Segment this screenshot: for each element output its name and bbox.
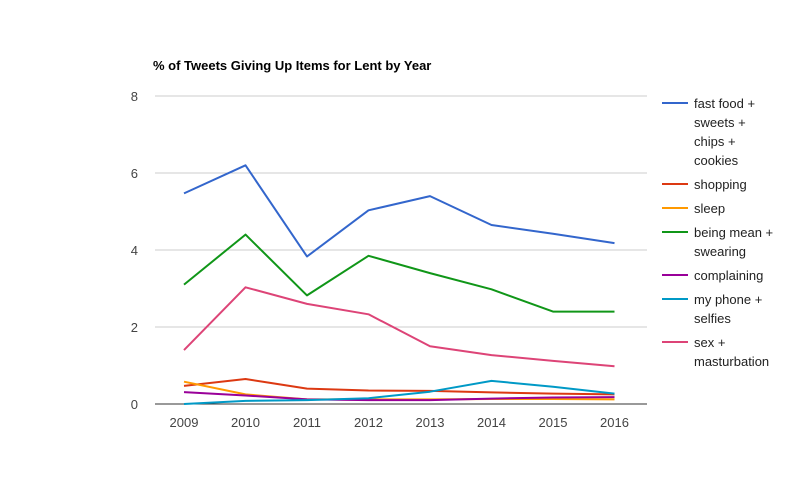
legend-label[interactable]: selfies [694, 311, 731, 326]
legend-label[interactable]: fast food + [694, 96, 755, 111]
legend-label[interactable]: sex + [694, 335, 725, 350]
y-tick-label: 4 [131, 243, 138, 258]
legend-label[interactable]: my phone + [694, 292, 762, 307]
x-tick-label: 2011 [293, 415, 321, 430]
legend-label[interactable]: chips + [694, 134, 736, 149]
x-tick-label: 2010 [231, 415, 260, 430]
x-tick-label: 2014 [477, 415, 506, 430]
legend-label[interactable]: cookies [694, 153, 739, 168]
legend-label[interactable]: complaining [694, 268, 763, 283]
y-tick-label: 8 [131, 89, 138, 104]
x-tick-label: 2015 [539, 415, 568, 430]
y-tick-label: 2 [131, 320, 138, 335]
axes: 0 2 4 6 8 2009 2010 2011 2012 2013 2014 2015 2016 [131, 89, 647, 430]
legend-label[interactable]: masturbation [694, 354, 769, 369]
x-tick-label: 2012 [354, 415, 383, 430]
x-tick-label: 2013 [416, 415, 445, 430]
y-tick-label: 6 [131, 166, 138, 181]
series-line-6[interactable] [183, 286, 615, 368]
x-tick-label: 2016 [600, 415, 629, 430]
legend-label[interactable]: shopping [694, 177, 747, 192]
chart-title: % of Tweets Giving Up Items for Lent by … [153, 58, 431, 73]
legend-label[interactable]: swearing [694, 244, 746, 259]
x-tick-label: 2009 [170, 415, 199, 430]
series-lines [183, 164, 615, 405]
y-tick-label: 0 [131, 397, 138, 412]
series-line-0[interactable] [183, 164, 615, 258]
legend-label[interactable]: sleep [694, 201, 725, 216]
legend-label[interactable]: being mean + [694, 225, 773, 240]
gridlines [155, 95, 647, 328]
legend[interactable]: fast food + sweets + chips + cookies shoppin… [662, 96, 773, 369]
series-line-4[interactable] [183, 391, 615, 402]
series-line-5[interactable] [183, 379, 615, 405]
legend-label[interactable]: sweets + [694, 115, 746, 130]
series-line-1[interactable] [183, 378, 615, 396]
series-line-3[interactable] [183, 233, 615, 313]
